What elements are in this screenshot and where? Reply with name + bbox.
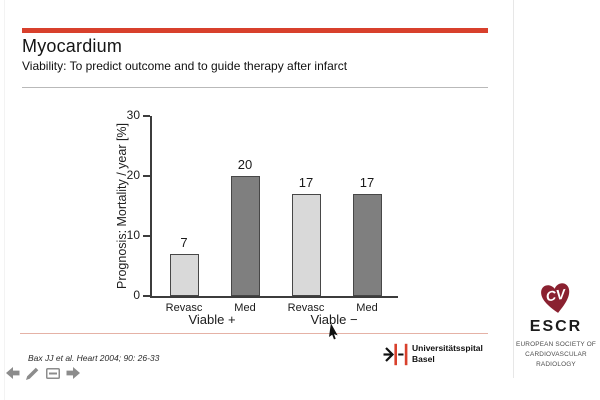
escr-heart-icon: CV [541,283,570,313]
slide-menu-button[interactable] [45,366,60,380]
usb-logo-text: Universitätsspital Basel [412,343,483,364]
x-tick-label: Med [356,302,378,314]
x-tick-label: Med [234,302,256,314]
escr-tagline-line3: RADIOLOGY [536,360,576,368]
bar-value-label: 20 [237,157,253,172]
usb-name-line1: Universitätsspital [412,343,483,353]
usb-name-line2: Basel [412,353,435,364]
escr-tagline-line1: EUROPEAN SOCIETY OF [515,341,597,348]
presenter-controls [5,366,80,380]
previous-arrow-icon [5,367,19,379]
mouse-cursor [328,323,338,340]
next-slide-button[interactable] [65,366,80,380]
usb-logo-mark-icon [383,343,408,366]
y-tick-label: 10 [126,228,140,242]
usb-logo: Universitätsspital Basel [383,343,483,366]
right-panel-separator [513,0,514,378]
bar-chart-plot: 0 10 20 30 7 Revasc 20 Med 17 Revasc 17 Med [127,108,398,314]
pen-icon [26,367,39,380]
y-tick-mark [143,295,150,297]
slide-menu-icon [45,367,60,379]
group-label-viable-minus: Viable − [310,312,358,327]
y-axis-label: Prognosis: Mortality / year [%] [115,122,129,290]
bar-value-label: 17 [359,175,375,190]
bar [291,194,321,296]
x-tick-label: Revasc [287,302,325,314]
bar [230,176,260,296]
y-tick-mark [143,175,150,177]
escr-logo: CV ESCR EUROPEAN SOCIETY OF CARDIOVASCUL… [514,279,598,370]
x-tick-label: Revasc [165,302,203,314]
slide-subtitle: Viability: To predict outcome and to gui… [22,59,348,73]
pen-tool-button[interactable] [25,366,40,380]
y-tick-mark [143,115,150,117]
y-tick-label: 30 [126,108,140,122]
previous-slide-button[interactable] [5,366,20,380]
escr-tagline-line2: CARDIOVASCULAR [525,350,587,358]
title-accent-bar [22,28,488,33]
title-divider [22,87,488,88]
bar-value-label: 7 [180,235,188,250]
escr-heart-letters: CV [545,286,568,305]
group-label-viable-plus: Viable + [188,312,236,327]
citation: Bax JJ et al. Heart 2004; 90: 26-33 [28,353,160,363]
slide-bottom-rule [20,333,488,334]
window-left-edge [4,0,5,400]
bar [169,254,199,296]
escr-tagline: EUROPEAN SOCIETY OF CARDIOVASCULAR RADIO… [514,340,598,370]
y-tick-mark [143,235,150,237]
bar [352,194,382,296]
bar-value-label: 17 [298,175,314,190]
y-tick-label: 20 [126,168,140,182]
y-tick-label: 0 [133,288,140,302]
page-title: Myocardium [22,36,123,56]
next-arrow-icon [66,367,80,379]
escr-acronym: ESCR [529,318,583,335]
